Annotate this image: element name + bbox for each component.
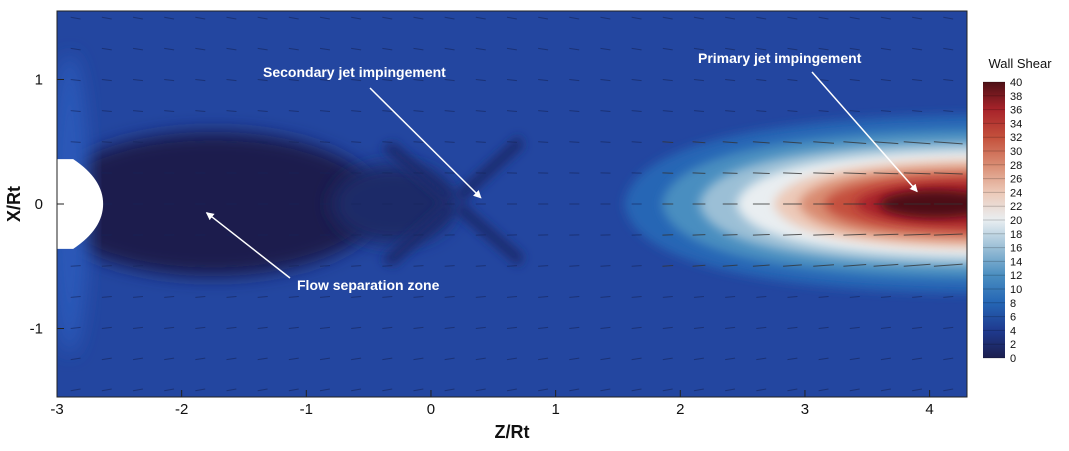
velocity-vector (71, 266, 81, 267)
velocity-vector (258, 266, 268, 267)
velocity-vector (382, 142, 392, 143)
x-tick-label: 3 (801, 401, 809, 418)
velocity-vector (783, 173, 802, 174)
colorbar-tick-label: 36 (1010, 105, 1022, 117)
velocity-vector (445, 142, 455, 143)
velocity-vector (476, 266, 486, 267)
x-tick-label: -1 (300, 401, 313, 418)
colorbar-tick-label: 22 (1010, 201, 1022, 213)
velocity-vector (632, 142, 642, 143)
velocity-vector (783, 234, 802, 235)
velocity-vector (133, 142, 143, 143)
velocity-vector (445, 266, 455, 267)
velocity-vector (507, 266, 517, 267)
colorbar-tick-label: 0 (1010, 353, 1016, 365)
y-tick-label: 0 (35, 196, 43, 213)
velocity-vector (600, 142, 610, 143)
colorbar-tick-label: 12 (1010, 270, 1022, 282)
x-tick-label: -3 (50, 401, 63, 418)
x-axis-label: Z/Rt (495, 422, 530, 442)
velocity-vector (414, 266, 424, 267)
velocity-vector (723, 173, 738, 174)
velocity-vector (289, 266, 299, 267)
annotation-label: Primary jet impingement (698, 50, 862, 66)
colorbar-tick-label: 38 (1010, 91, 1022, 103)
x-tick-label: 0 (427, 401, 435, 418)
colorbar-tick-label: 10 (1010, 284, 1022, 296)
colorbar-tick-label: 16 (1010, 243, 1022, 255)
x-tick-label: 2 (676, 401, 684, 418)
y-axis-label: X/Rt (4, 186, 24, 222)
colorbar-tick-label: 18 (1010, 229, 1022, 241)
colorbar-tick-label: 6 (1010, 312, 1016, 324)
velocity-vector (133, 266, 143, 267)
velocity-vector (507, 142, 517, 143)
velocity-vector (351, 266, 361, 267)
velocity-vector (258, 142, 268, 143)
colorbar-tick-label: 2 (1010, 339, 1016, 351)
colorbar: Wall Shear 40383634323028262422201816141… (983, 56, 1052, 365)
velocity-vector (320, 266, 330, 267)
y-tick-label: -1 (30, 321, 43, 338)
colorbar-tick-label: 26 (1010, 174, 1022, 186)
colorbar-tick-label: 34 (1010, 118, 1022, 130)
x-tick-label: 4 (925, 401, 933, 418)
velocity-vector (538, 142, 548, 143)
velocity-vector (351, 142, 361, 143)
velocity-vector (723, 235, 738, 236)
velocity-vector (195, 266, 205, 267)
velocity-vector (227, 266, 237, 267)
annotation-label: Secondary jet impingement (263, 64, 446, 80)
velocity-vector (414, 142, 424, 143)
velocity-vector (753, 173, 770, 174)
annotation-label: Flow separation zone (297, 277, 440, 293)
velocity-vector (320, 142, 330, 143)
colorbar-tick-label: 30 (1010, 146, 1022, 158)
y-tick-label: 1 (35, 71, 43, 88)
wake-region (331, 164, 456, 244)
colorbar-tick-label: 28 (1010, 160, 1022, 172)
colorbar-tick-label: 8 (1010, 298, 1016, 310)
velocity-vector (632, 266, 642, 267)
velocity-vector (289, 142, 299, 143)
velocity-vector (753, 234, 770, 235)
velocity-vector (600, 266, 610, 267)
velocity-vector (102, 266, 112, 267)
colorbar-tick-label: 14 (1010, 256, 1022, 268)
velocity-vector (538, 266, 548, 267)
colorbar-tick-label: 20 (1010, 215, 1022, 227)
velocity-vector (227, 142, 237, 143)
velocity-vector (382, 266, 392, 267)
velocity-vector (476, 142, 486, 143)
velocity-vector (71, 142, 81, 143)
x-tick-label: 1 (551, 401, 559, 418)
velocity-vector (102, 142, 112, 143)
colorbar-tick-label: 24 (1010, 187, 1022, 199)
velocity-vector (164, 266, 174, 267)
contour-plot-area (45, 11, 992, 397)
colorbar-title: Wall Shear (988, 56, 1052, 71)
velocity-vector (195, 142, 205, 143)
x-tick-label: -2 (175, 401, 188, 418)
colorbar-tick-label: 40 (1010, 77, 1022, 89)
colorbar-tick-label: 4 (1010, 325, 1016, 337)
velocity-vector (569, 142, 579, 143)
velocity-vector (569, 266, 579, 267)
velocity-vector (164, 142, 174, 143)
colorbar-tick-label: 32 (1010, 132, 1022, 144)
